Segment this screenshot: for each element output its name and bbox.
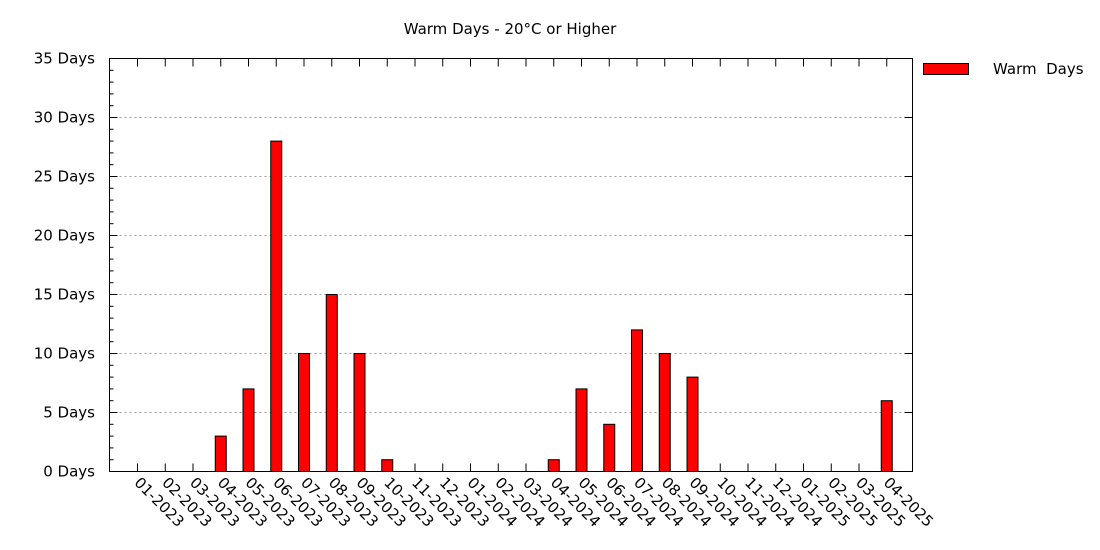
bar-04-2023	[214, 435, 227, 473]
bar-06-2024	[603, 423, 616, 472]
y-tick-label: 20 Days	[34, 227, 95, 245]
bar-07-2024	[631, 329, 643, 472]
gridlines	[109, 117, 913, 413]
bar-05-2024	[575, 388, 588, 472]
bar-08-2023	[325, 294, 338, 472]
legend-swatch	[923, 63, 969, 75]
bar-06-2023	[270, 140, 283, 472]
bar-04-2025	[880, 400, 893, 473]
y-axis: 0 Days 5 Days 10 Days 15 Days 20 Days 25 Days…	[34, 50, 913, 481]
bars	[214, 140, 893, 473]
legend-label: Warm Days	[993, 60, 1084, 78]
bar-09-2023	[353, 353, 366, 472]
y-tick-label: 35 Days	[34, 50, 95, 68]
y-tick-label: 0 Days	[43, 463, 95, 481]
bar-05-2023	[242, 388, 255, 472]
y-tick-label: 25 Days	[34, 168, 95, 186]
bar-04-2024	[547, 459, 560, 473]
bar-10-2023	[381, 459, 394, 473]
y-tick-label: 30 Days	[34, 109, 95, 127]
legend: Warm Days	[923, 60, 1084, 78]
y-tick-label: 5 Days	[43, 404, 95, 422]
bar-07-2023	[298, 353, 310, 472]
y-tick-label: 10 Days	[34, 345, 95, 363]
y-tick-label: 15 Days	[34, 286, 95, 304]
plot-area-frame	[109, 58, 913, 472]
bar-08-2024	[658, 353, 671, 472]
chart-title: Warm Days - 20°C or Higher	[404, 20, 617, 38]
bar-09-2024	[686, 376, 699, 473]
